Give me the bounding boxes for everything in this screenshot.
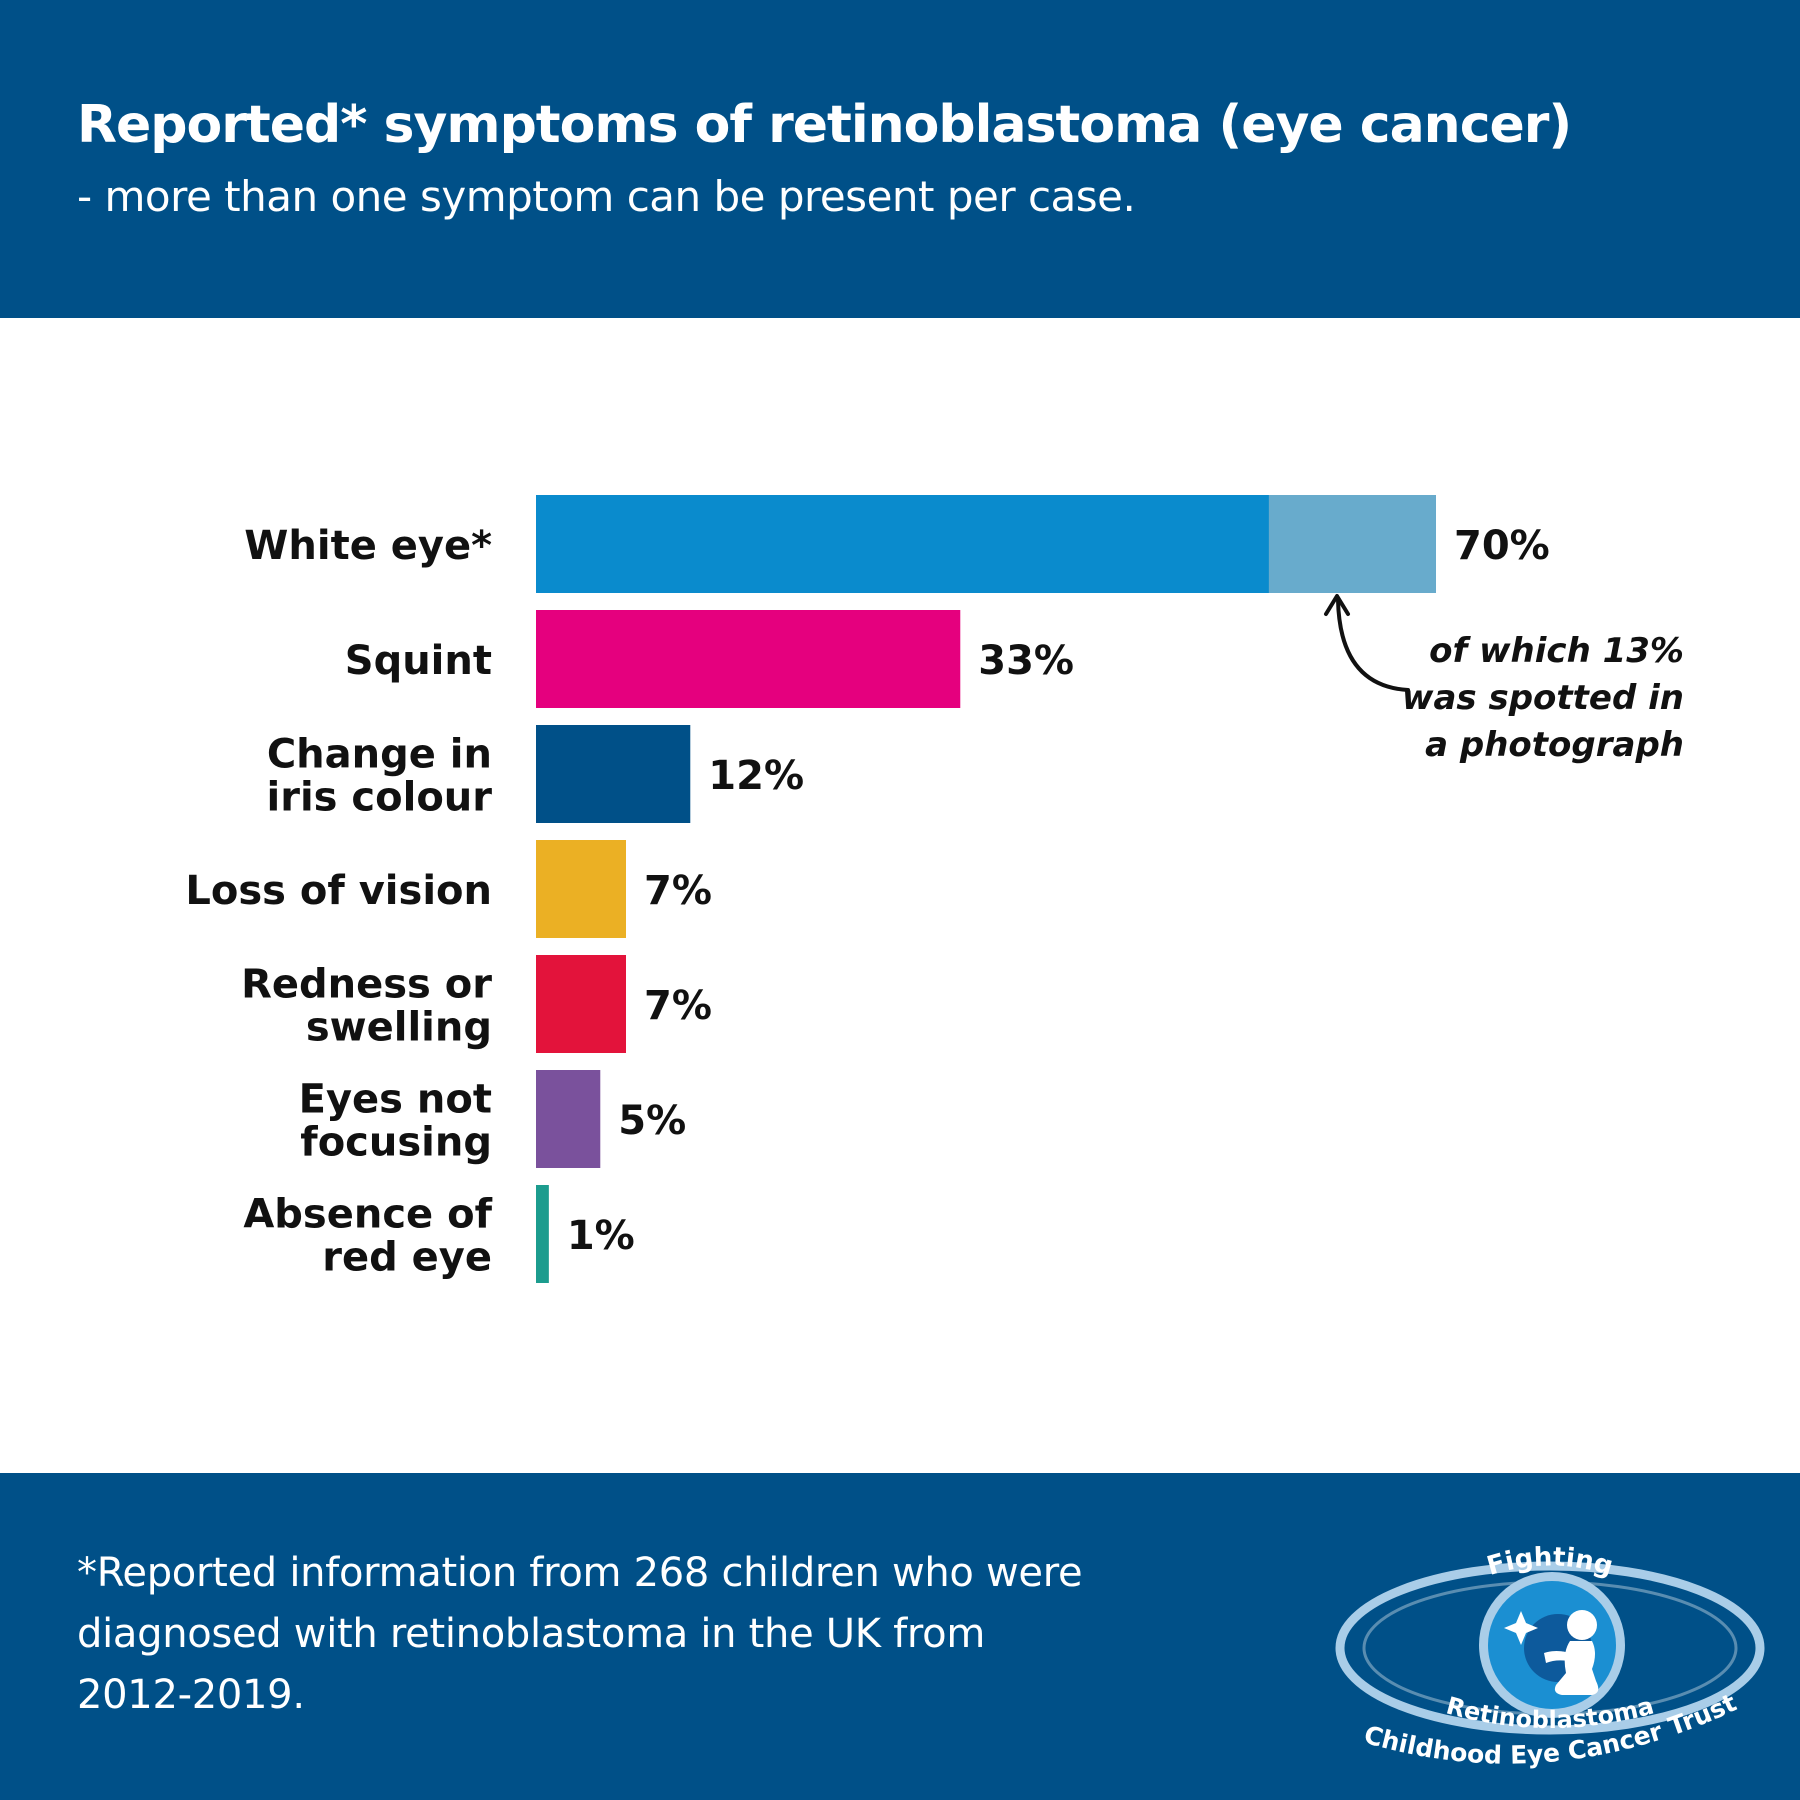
footnote: *Reported information from 268 children … [77, 1550, 1083, 1718]
annotation-line: a photograph [1425, 725, 1684, 765]
category-label-line: iris colour [267, 775, 493, 821]
chart-subtitle: - more than one symptom can be present p… [77, 172, 1136, 221]
bar [536, 725, 691, 823]
data-label: 12% [708, 753, 804, 799]
category-label-line: focusing [300, 1120, 492, 1166]
category-label-line: Change in [267, 732, 492, 778]
charity-logo: Fighting Retinoblastoma Childhood Eye Ca… [1335, 1542, 1765, 1770]
header-banner: Reported* symptoms of retinoblastoma (ey… [0, 0, 1800, 318]
bar-chart: 70% White eye* 33% Squint 12% Change in iris c… [0, 318, 1800, 1473]
category-label-line: Squint [345, 638, 492, 684]
bar [536, 840, 626, 938]
category-label-line: red eye [322, 1235, 492, 1281]
category-label: Eyes not focusing [299, 1077, 492, 1166]
bar-chart-svg: 70% White eye* 33% Squint 12% Change in iris c… [185, 495, 1684, 1283]
annotation-arrowhead [1324, 594, 1350, 616]
bar [536, 1185, 549, 1283]
data-label: 1% [567, 1213, 635, 1259]
data-label: 7% [644, 983, 712, 1029]
footer-banner: *Reported information from 268 children … [0, 1473, 1800, 1800]
sparkle-icon [1504, 1611, 1538, 1645]
category-label: Change in iris colour [267, 732, 493, 821]
annotation-arrow [1336, 598, 1410, 692]
category-label-line: swelling [306, 1005, 492, 1051]
bar [536, 610, 961, 708]
category-label: Loss of vision [185, 868, 492, 914]
baby-silhouette-icon [1544, 1610, 1599, 1695]
data-label: 5% [618, 1098, 686, 1144]
chart-title: Reported* symptoms of retinoblastoma (ey… [77, 95, 1572, 155]
annotation-line: of which 13% [1429, 631, 1684, 671]
category-label-line: Absence of [243, 1192, 492, 1238]
eye-outline-icon [1335, 1561, 1765, 1735]
data-label: 7% [644, 868, 712, 914]
annotation-text: of which 13% was spotted in a photograph [1402, 631, 1684, 765]
category-label: Squint [345, 638, 492, 684]
annotation-line: was spotted in [1402, 678, 1684, 718]
category-label: White eye* [244, 523, 492, 569]
bar [536, 1070, 601, 1168]
category-label-line: Eyes not [299, 1077, 492, 1123]
category-label: Redness or swelling [241, 962, 492, 1051]
category-label-line: White eye* [244, 523, 492, 569]
bar-highlight-segment [1268, 495, 1436, 593]
category-label: Absence of red eye [243, 1192, 492, 1281]
category-label-line: Loss of vision [185, 868, 492, 914]
data-label: 70% [1454, 523, 1550, 569]
category-label-line: Redness or [241, 962, 492, 1008]
bar [536, 955, 626, 1053]
data-label: 33% [978, 638, 1074, 684]
